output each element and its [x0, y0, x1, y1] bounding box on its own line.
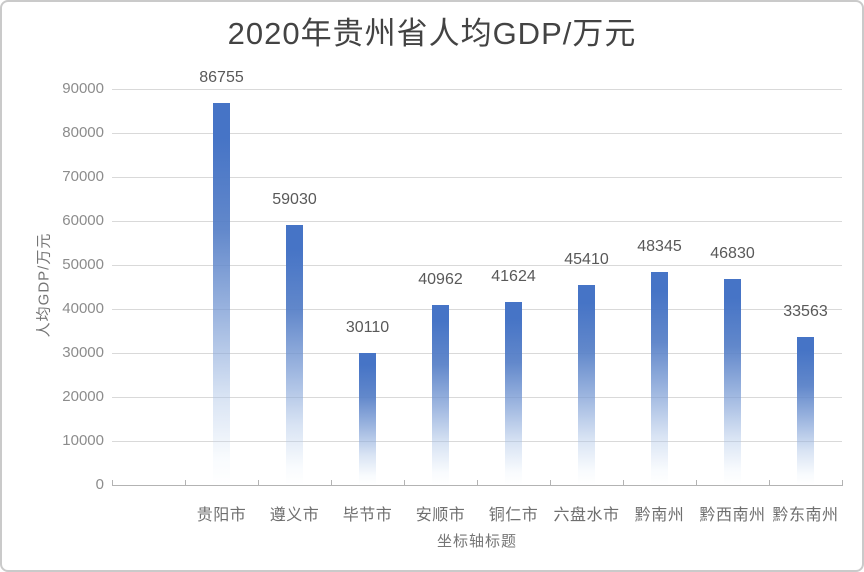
- x-axis-tick: [622, 480, 624, 486]
- y-tick-label: 40000: [62, 300, 104, 317]
- x-axis-tick: [476, 480, 478, 486]
- category-label: 铜仁市: [488, 507, 539, 524]
- category-label: 贵阳市: [196, 507, 247, 524]
- y-tick-label: 20000: [62, 388, 104, 405]
- bar-value-label: 86755: [199, 69, 244, 86]
- x-axis-tick: [549, 480, 551, 486]
- category-label: 遵义市: [269, 507, 320, 524]
- x-axis-tick: [403, 480, 405, 486]
- bar: [651, 272, 668, 485]
- bar: [797, 337, 814, 485]
- bar: [432, 305, 449, 485]
- bar-value-label: 59030: [272, 191, 317, 208]
- category-label: 安顺市: [415, 507, 466, 524]
- gridline: [112, 88, 842, 90]
- gridline: [112, 176, 842, 178]
- y-tick-label: 70000: [62, 168, 104, 185]
- x-axis-tick: [768, 480, 770, 486]
- bar: [578, 285, 595, 485]
- gridline: [112, 220, 842, 222]
- gridline: [112, 264, 842, 266]
- x-axis-tick: [695, 480, 697, 486]
- category-label: 黔东南州: [772, 507, 839, 524]
- chart-title: 2020年贵州省人均GDP/万元: [227, 16, 637, 51]
- bar-value-label: 48345: [637, 238, 682, 255]
- x-axis-tick: [257, 480, 259, 486]
- gridline: [112, 308, 842, 310]
- gridline: [112, 440, 842, 442]
- x-axis-title: 坐标轴标题: [436, 533, 518, 550]
- y-tick-label: 90000: [62, 80, 104, 97]
- category-label: 六盘水市: [553, 507, 620, 524]
- x-axis-tick: [841, 480, 843, 486]
- bar-value-label: 33563: [783, 303, 828, 320]
- bar-value-label: 30110: [345, 319, 390, 336]
- y-tick-label: 30000: [62, 344, 104, 361]
- gridline: [112, 132, 842, 134]
- bar: [724, 279, 741, 485]
- bar: [213, 103, 230, 485]
- y-tick-label: 0: [95, 476, 104, 493]
- bar-value-label: 40962: [418, 271, 463, 288]
- bar-value-label: 45410: [564, 251, 609, 268]
- category-label: 黔西南州: [699, 507, 766, 524]
- x-axis-tick: [111, 480, 113, 486]
- y-tick-label: 60000: [62, 212, 104, 229]
- y-tick-label: 80000: [62, 124, 104, 141]
- bar-value-label: 41624: [491, 268, 536, 285]
- category-label: 毕节市: [342, 507, 393, 524]
- y-axis-title: 人均GDP/万元: [35, 232, 53, 338]
- bar: [359, 353, 376, 485]
- gridline: [112, 352, 842, 354]
- category-label: 黔南州: [634, 507, 685, 524]
- x-axis-tick: [184, 480, 186, 486]
- bar: [286, 225, 303, 485]
- bar-value-label: 46830: [710, 245, 755, 262]
- y-tick-label: 10000: [62, 432, 104, 449]
- bar: [505, 302, 522, 485]
- gridline: [112, 396, 842, 398]
- y-tick-label: 50000: [62, 256, 104, 273]
- x-axis-tick: [330, 480, 332, 486]
